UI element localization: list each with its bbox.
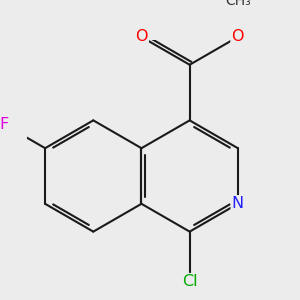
Text: Cl: Cl (182, 274, 197, 289)
Text: O: O (232, 29, 244, 44)
Text: F: F (0, 117, 9, 132)
Text: N: N (232, 196, 244, 211)
Text: CH₃: CH₃ (225, 0, 251, 8)
Text: O: O (135, 29, 148, 44)
